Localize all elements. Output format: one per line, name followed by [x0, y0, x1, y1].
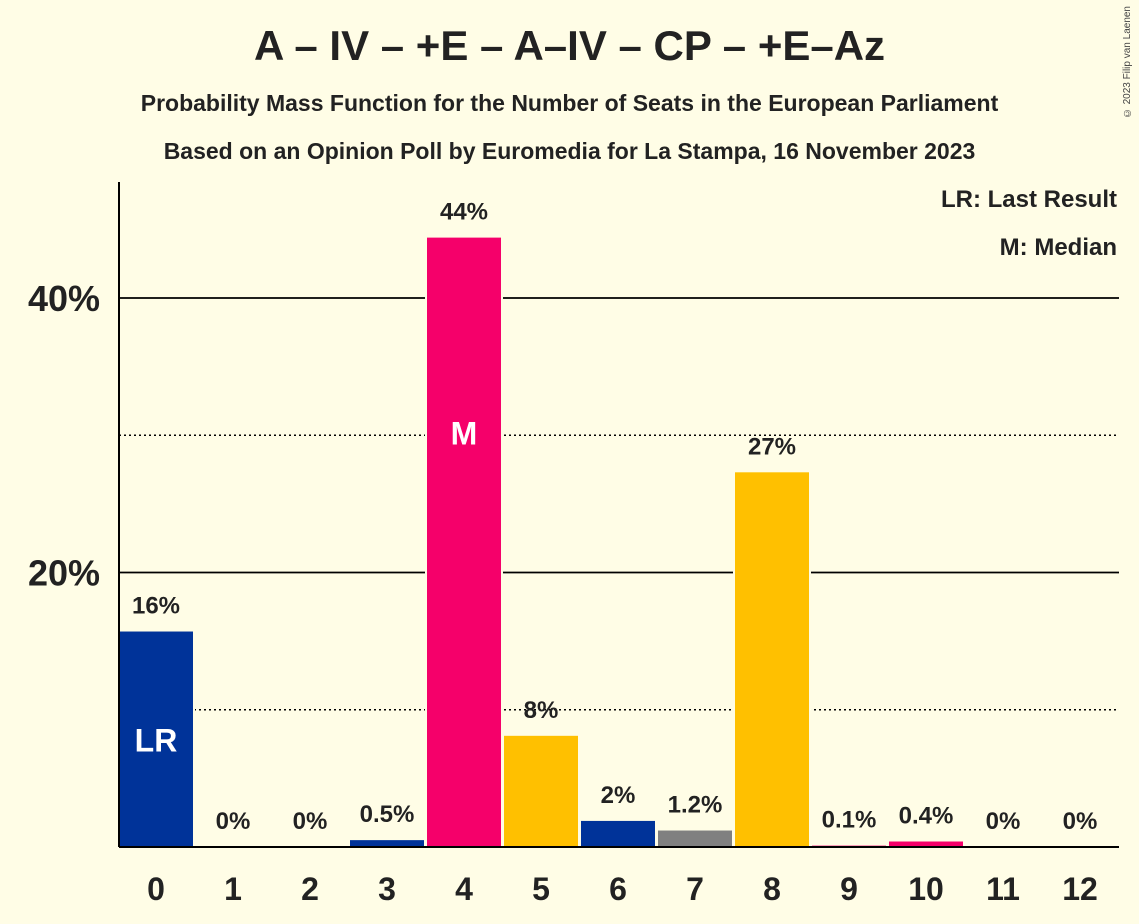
bar-4	[427, 237, 501, 848]
chart-subtitle: Probability Mass Function for the Number…	[140, 90, 999, 116]
x-tick-label: 3	[378, 871, 396, 907]
x-tick-label: 12	[1062, 871, 1098, 907]
y-axis: 20% 40%	[28, 182, 1119, 848]
data-label-4: 44%	[440, 199, 488, 226]
data-labels: 16% LR 0% 0% 0.5% 44% M 8% 2% 1.2% 27% 0.1% 0.4% 0% 0%	[132, 199, 1097, 835]
data-label-5: 8%	[524, 697, 559, 724]
x-tick-label: 4	[455, 871, 473, 907]
x-tick-label: 10	[908, 871, 944, 907]
bar-6	[581, 820, 655, 847]
x-axis: 0 1 2 3 4 5 6 7 8 9 10 11 12	[147, 871, 1098, 907]
chart-title: A – IV – +E – A–IV – CP – +E–Az	[253, 22, 886, 69]
median-marker: M	[451, 416, 478, 452]
bar-8	[735, 472, 809, 847]
bar-3	[350, 840, 424, 847]
x-tick-label: 8	[763, 871, 781, 907]
y-tick-label: 20%	[28, 553, 100, 594]
bar-7	[658, 830, 732, 847]
chart-source-line: Based on an Opinion Poll by Euromedia fo…	[163, 138, 976, 164]
data-label-1: 0%	[216, 808, 251, 835]
x-tick-label: 5	[532, 871, 550, 907]
last-result-marker: LR	[135, 722, 178, 758]
x-tick-label: 11	[986, 871, 1020, 907]
data-label-7: 1.2%	[668, 792, 723, 819]
bar-5	[504, 735, 578, 847]
x-tick-label: 6	[609, 871, 627, 907]
x-tick-label: 1	[224, 871, 242, 907]
bars	[117, 235, 965, 848]
data-label-12: 0%	[1063, 808, 1098, 835]
data-label-8: 27%	[748, 433, 796, 460]
data-label-3: 0.5%	[360, 801, 415, 828]
data-label-6: 2%	[601, 782, 636, 809]
gridlines	[119, 297, 1119, 711]
x-tick-label: 0	[147, 871, 165, 907]
data-label-10: 0.4%	[899, 803, 954, 830]
data-label-11: 0%	[986, 808, 1021, 835]
data-label-9: 0.1%	[822, 807, 877, 834]
data-label-2: 0%	[293, 808, 328, 835]
bar-10	[889, 841, 963, 847]
legend-last-result: LR: Last Result	[940, 186, 1117, 213]
bar-halo	[810, 843, 888, 847]
data-label-0: 16%	[132, 593, 180, 620]
x-tick-label: 7	[686, 871, 704, 907]
x-tick-label: 9	[840, 871, 858, 907]
y-tick-label: 40%	[28, 278, 100, 319]
legend-median: M: Median	[999, 234, 1117, 261]
bar-0	[119, 631, 193, 847]
x-tick-label: 2	[301, 871, 319, 907]
